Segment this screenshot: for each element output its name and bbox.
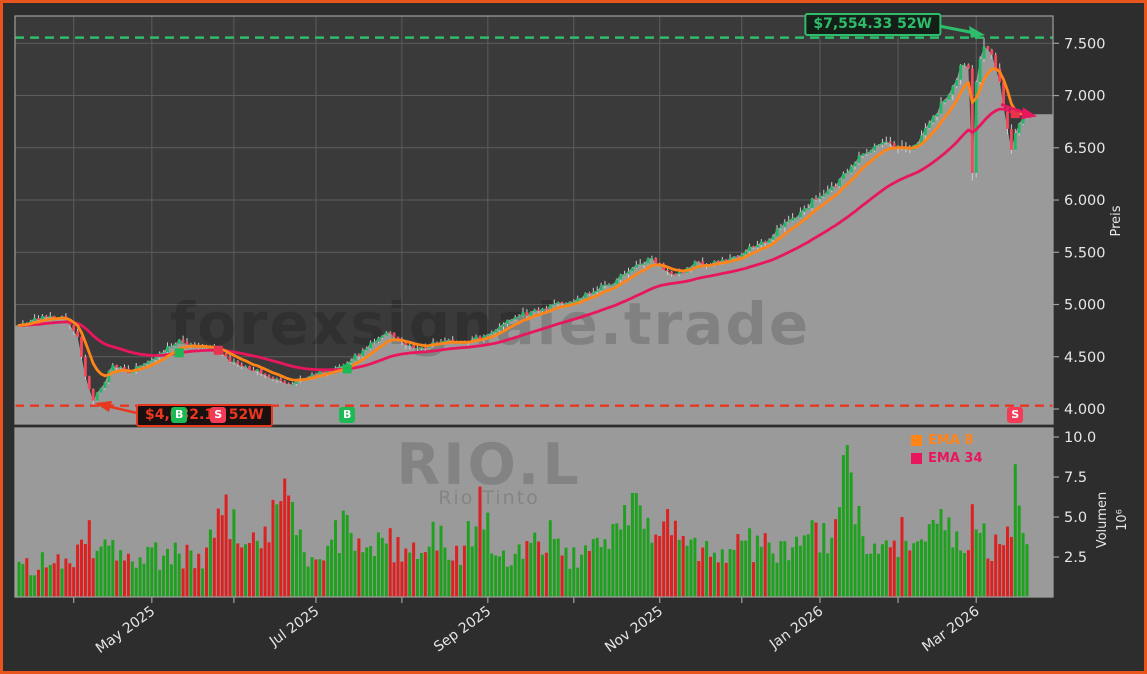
svg-text:7.500: 7.500 — [1064, 36, 1106, 52]
axis-titles: Preis Volumen 10⁶ — [1095, 205, 1130, 548]
high-52w-annotation: $7,554.33 52W — [804, 13, 941, 36]
svg-text:May 2025: May 2025 — [93, 603, 158, 657]
svg-text:5.000: 5.000 — [1064, 298, 1106, 314]
low-arrow — [95, 401, 138, 415]
ema34-swatch — [911, 452, 922, 464]
svg-text:5.500: 5.500 — [1064, 245, 1106, 261]
svg-text:5.0: 5.0 — [1064, 510, 1087, 526]
ema8-swatch — [911, 434, 922, 446]
high-arrow — [938, 24, 985, 38]
svg-text:10.0: 10.0 — [1064, 430, 1096, 446]
watermark: forexsignale.trade RIO.L Rio Tinto — [170, 290, 810, 509]
legend-item-ema34: EMA 34 — [911, 449, 983, 467]
signal-marker-B — [342, 364, 352, 374]
ema34-end-arrow — [1000, 103, 1037, 120]
svg-text:2.5: 2.5 — [1064, 550, 1087, 566]
signal-badge-b: B — [171, 407, 188, 423]
svg-text:Sep 2025: Sep 2025 — [431, 603, 494, 655]
svg-text:7.5: 7.5 — [1064, 470, 1087, 486]
signal-marker-B — [174, 348, 184, 358]
ema-legend: EMA 8 EMA 34 — [911, 431, 983, 467]
price-volume-chart: forexsignale.trade RIO.L Rio Tinto Preis… — [14, 15, 1130, 657]
ema8-line — [17, 67, 1029, 382]
price-axis-title: Preis — [1109, 205, 1124, 236]
svg-text:Nov 2025: Nov 2025 — [602, 603, 666, 656]
signal-badge-b: B — [339, 407, 356, 423]
svg-text:4.500: 4.500 — [1064, 350, 1106, 366]
svg-text:Jan 2026: Jan 2026 — [766, 603, 826, 653]
signal-marker-S — [213, 345, 223, 355]
watermark-brand: forexsignale.trade — [170, 290, 810, 358]
svg-text:Mar 2026: Mar 2026 — [919, 603, 982, 655]
watermark-symbol: RIO.L — [396, 432, 581, 498]
signal-badge-s: S — [1007, 407, 1024, 423]
candles — [17, 37, 1029, 406]
svg-text:4.000: 4.000 — [1064, 402, 1106, 418]
volume-bars — [17, 445, 1029, 597]
ema34-line — [17, 107, 1029, 372]
volume-axis-title: Volumen — [1095, 492, 1110, 549]
ema8-label: EMA 8 — [928, 432, 974, 448]
watermark-subtitle: Rio Tinto — [438, 487, 540, 509]
svg-text:Jul 2025: Jul 2025 — [266, 603, 322, 650]
low-52w-annotation: $4,032.14 52W — [136, 404, 273, 427]
volume-scale-label: 10⁶ — [1115, 509, 1130, 531]
legend-item-ema8: EMA 8 — [911, 431, 983, 449]
svg-text:6.000: 6.000 — [1064, 193, 1106, 209]
signal-badge-s: S — [210, 407, 227, 423]
signal-marker-S — [1010, 109, 1020, 119]
ema34-label: EMA 34 — [928, 450, 983, 466]
svg-text:6.500: 6.500 — [1064, 141, 1106, 157]
svg-text:7.000: 7.000 — [1064, 89, 1106, 105]
